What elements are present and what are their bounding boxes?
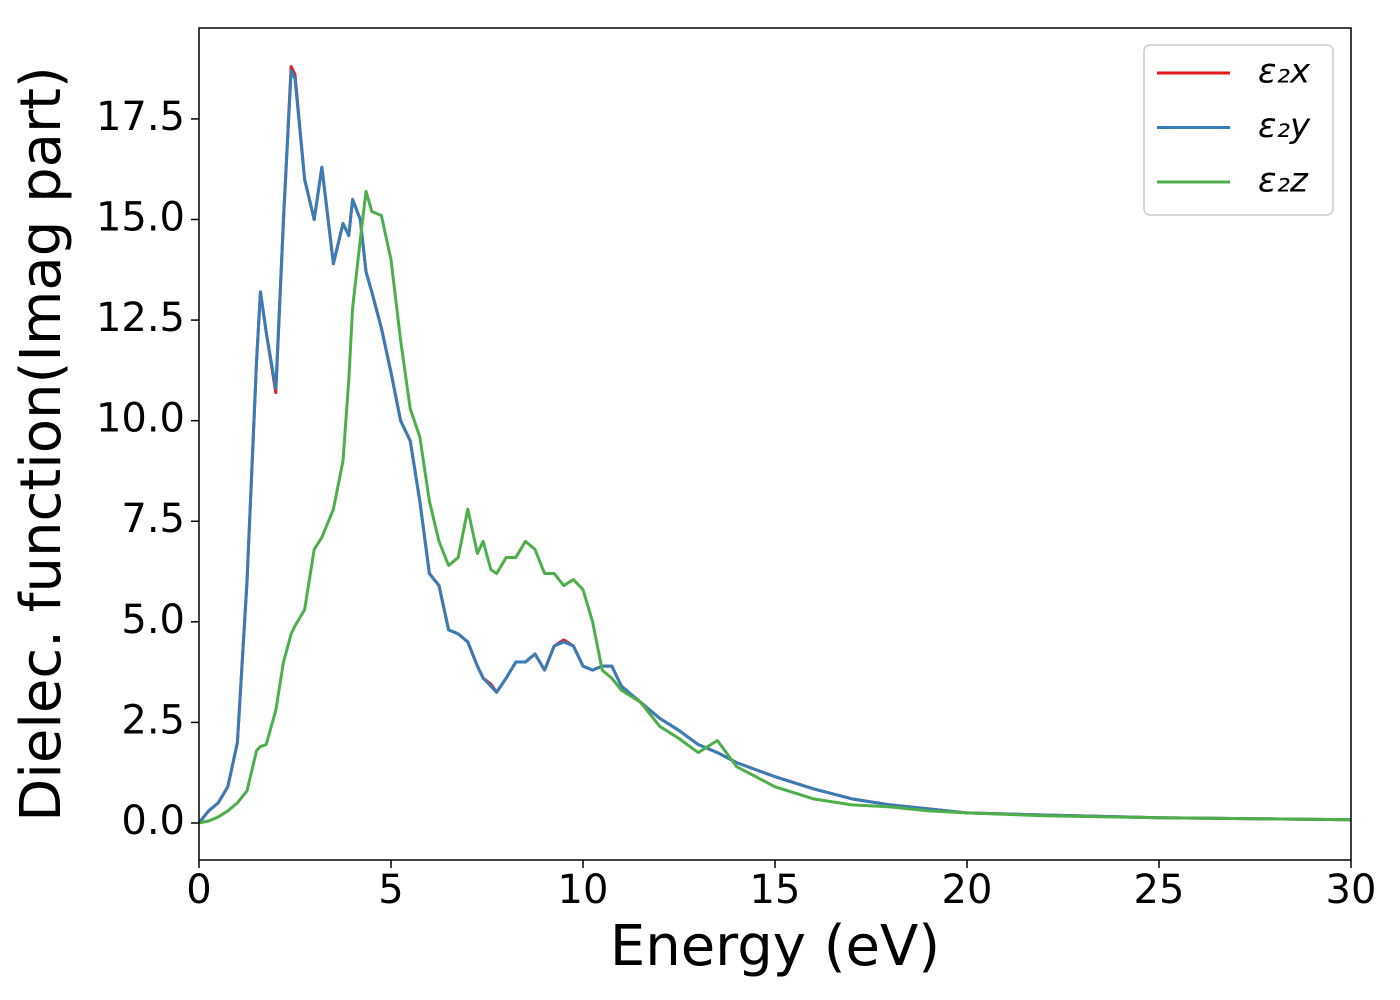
x-tick-label: 15: [750, 867, 801, 913]
x-tick-label: 5: [378, 867, 403, 913]
y-tick-label: 10.0: [96, 396, 185, 442]
x-tick-label: 10: [558, 867, 609, 913]
x-tick-label: 0: [186, 867, 211, 913]
x-axis-label: Energy (eV): [610, 914, 940, 979]
line-series: [198, 189, 1352, 825]
y-tick-label: 5.0: [121, 597, 185, 643]
y-tick-label: 2.5: [121, 697, 185, 743]
legend-label: ε₂x: [1258, 52, 1311, 92]
x-tick-label: 20: [942, 867, 993, 913]
x-tick-label: 25: [1134, 867, 1185, 913]
y-tick-label: 7.5: [121, 496, 185, 542]
legend-label: ε₂y: [1258, 106, 1311, 146]
plot-frame: [198, 27, 1352, 861]
y-tick-label: 15.0: [96, 195, 185, 241]
y-tick-label: 12.5: [96, 295, 185, 341]
legend-label: ε₂z: [1258, 161, 1309, 201]
y-axis-label: Dielec. function(Imag part): [9, 66, 74, 822]
x-tick-label: 30: [1326, 867, 1377, 913]
y-tick-label: 0.0: [121, 798, 185, 844]
y-tick-label: 17.5: [96, 94, 185, 140]
legend-box: [1143, 44, 1334, 216]
